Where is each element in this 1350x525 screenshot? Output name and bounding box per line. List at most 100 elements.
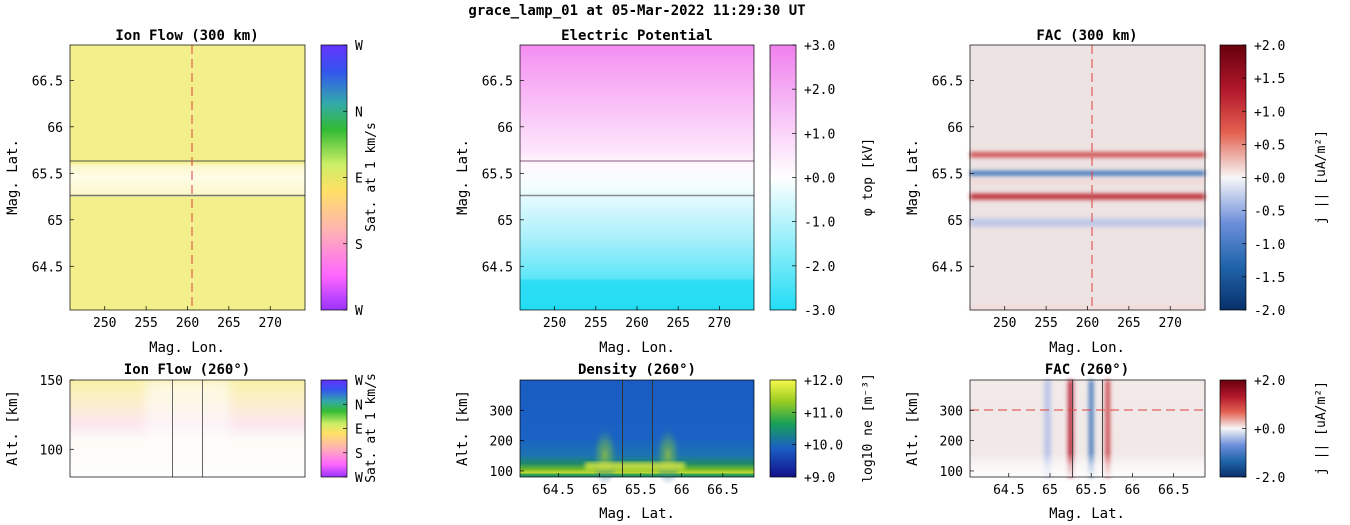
y-tick-label: 66.5 xyxy=(932,74,963,89)
x-tick-label: 260 xyxy=(625,316,648,331)
ion-flow-260-ylabel: Alt. [km] xyxy=(5,390,21,466)
y-tick-label: 64.5 xyxy=(932,260,963,275)
x-tick-label: 250 xyxy=(993,316,1016,331)
ion-flow-260-arc-glow xyxy=(145,380,230,440)
potential-title: Electric Potential xyxy=(561,28,713,44)
colorbar-tick-label: E xyxy=(355,423,363,438)
fac-band xyxy=(970,170,1205,176)
x-tick-label: 65.5 xyxy=(1076,483,1107,498)
fac-300-colorbar xyxy=(1219,44,1247,311)
fac-band xyxy=(970,152,1205,158)
ion-flow-300-cb-label: Sat. at 1 km/s xyxy=(364,122,379,232)
x-tick-label: 255 xyxy=(584,316,607,331)
ion-flow-300-xlabel: Mag. Lon. xyxy=(149,340,225,356)
fac-260-ylabel: Alt. [km] xyxy=(905,390,921,466)
panel-fac-260: FAC (260°) 64.5 65 65.5 66 66.5 100 200 300 Mag… xyxy=(905,362,1329,522)
colorbar-tick-label: +11.0 xyxy=(804,406,843,421)
y-tick-label: 100 xyxy=(940,465,963,480)
plot-frame xyxy=(69,379,306,478)
potential-cb-label: φ top [kV] xyxy=(861,138,876,216)
colorbar-tick-label: -1.0 xyxy=(1254,238,1285,253)
y-tick-label: 100 xyxy=(40,443,63,458)
y-tick-label: 200 xyxy=(490,435,513,450)
colorbar-tick-label: +0.0 xyxy=(804,172,835,187)
y-tick-label: 66 xyxy=(947,121,963,136)
colorbar-tick-label: -2.0 xyxy=(1254,471,1285,486)
x-tick-label: 65.5 xyxy=(625,483,656,498)
fac-band xyxy=(970,193,1205,200)
x-tick-label: 260 xyxy=(1076,316,1099,331)
y-tick-label: 66 xyxy=(497,121,513,136)
figure-title: grace_lamp_01 at 05-Mar-2022 11:29:30 UT xyxy=(468,3,805,19)
colorbar-tick-label: -2.0 xyxy=(1254,304,1285,319)
y-tick-label: 65.5 xyxy=(932,167,963,182)
fac-260-cb-label: j || [uA/m²] xyxy=(1314,381,1329,475)
colorbar-tick-label: E xyxy=(355,172,363,187)
colorbar-tick-label: -3.0 xyxy=(804,304,835,319)
colorbar-tick-label: -1.0 xyxy=(804,216,835,231)
x-tick-label: 265 xyxy=(1117,316,1140,331)
colorbar-tick-label: S xyxy=(355,238,363,253)
x-tick-label: 255 xyxy=(134,316,157,331)
y-tick-label: 300 xyxy=(940,404,963,419)
x-tick-label: 265 xyxy=(666,316,689,331)
fac-260-altitude-fade xyxy=(970,380,1205,477)
plot-frame xyxy=(519,379,755,478)
colorbar-tick-label: +2.0 xyxy=(1254,374,1285,389)
y-tick-label: 65.5 xyxy=(32,167,63,182)
colorbar-tick-label: -2.0 xyxy=(804,260,835,275)
density-260-cb-label: log10 ne [m⁻³] xyxy=(861,373,876,483)
colorbar-tick-label: W xyxy=(355,374,363,389)
fac-300-xlabel: Mag. Lon. xyxy=(1049,340,1125,356)
x-tick-label: 270 xyxy=(259,316,282,331)
x-tick-label: 66 xyxy=(674,483,690,498)
panel-density-260: Density (260°) 64.5 65 65.5 66 66.5 100 200 300… xyxy=(455,362,876,522)
colorbar-tick-label: +3.0 xyxy=(804,39,835,54)
density-260-title: Density (260°) xyxy=(578,362,696,378)
fac-band xyxy=(970,180,1205,184)
density-260-colorbar xyxy=(769,379,797,478)
potential-ylabel: Mag. Lat. xyxy=(455,139,471,215)
ion-flow-260-cb-label: Sat. at 1 km/s xyxy=(364,373,379,483)
ion-flow-260-colorbar xyxy=(320,379,348,478)
x-tick-label: 260 xyxy=(176,316,199,331)
colorbar-tick-label: W xyxy=(355,471,363,486)
colorbar-tick-label: N xyxy=(355,398,363,413)
y-tick-label: 65 xyxy=(497,214,513,229)
x-tick-label: 250 xyxy=(93,316,116,331)
y-tick-label: 200 xyxy=(940,435,963,450)
ion-flow-300-field xyxy=(70,45,305,310)
fac-300-ylabel: Mag. Lat. xyxy=(905,139,921,215)
x-tick-label: 255 xyxy=(1034,316,1057,331)
fac-260-title: FAC (260°) xyxy=(1045,362,1129,378)
density-enhancement xyxy=(585,462,685,470)
colorbar-tick-label: +1.0 xyxy=(804,127,835,142)
density-260-xlabel: Mag. Lat. xyxy=(599,506,675,522)
plot-frame xyxy=(969,379,1206,478)
colorbar-tick-label: +0.0 xyxy=(1254,172,1285,187)
y-tick-label: 65 xyxy=(947,214,963,229)
x-tick-label: 270 xyxy=(1159,316,1182,331)
ion-flow-300-ylabel: Mag. Lat. xyxy=(5,139,21,215)
colorbar-tick-label: -0.5 xyxy=(1254,205,1285,220)
x-tick-label: 66.5 xyxy=(1158,483,1189,498)
potential-field xyxy=(520,45,754,310)
y-tick-label: 64.5 xyxy=(482,260,513,275)
y-tick-label: 300 xyxy=(490,404,513,419)
colorbar-tick-label: N xyxy=(355,105,363,120)
colorbar-tick-label: W xyxy=(355,304,363,319)
density-260-ylabel: Alt. [km] xyxy=(455,390,471,466)
ion-flow-260-title: Ion Flow (260°) xyxy=(124,362,250,378)
colorbar-tick-label: S xyxy=(355,447,363,462)
x-tick-label: 65 xyxy=(1042,483,1058,498)
density-plume xyxy=(591,425,619,485)
colorbar-tick-label: +12.0 xyxy=(804,374,843,389)
x-tick-label: 250 xyxy=(543,316,566,331)
y-tick-label: 65.5 xyxy=(482,167,513,182)
panel-ion-flow-300: Ion Flow (300 km) 250 255 260 265 270 64.5 65 6… xyxy=(5,28,379,356)
fac-300-title: FAC (300 km) xyxy=(1036,28,1137,44)
colorbar-tick-label: -1.5 xyxy=(1254,271,1285,286)
y-tick-label: 66.5 xyxy=(482,74,513,89)
fac-260-colorbar xyxy=(1219,379,1247,478)
